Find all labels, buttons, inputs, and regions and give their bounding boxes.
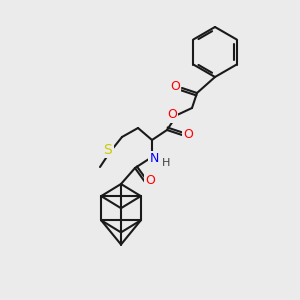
Text: O: O xyxy=(167,109,177,122)
Text: O: O xyxy=(170,80,180,94)
Text: H: H xyxy=(162,158,170,168)
Text: N: N xyxy=(149,152,159,166)
Text: O: O xyxy=(183,128,193,140)
Text: O: O xyxy=(145,173,155,187)
Text: S: S xyxy=(103,143,112,157)
